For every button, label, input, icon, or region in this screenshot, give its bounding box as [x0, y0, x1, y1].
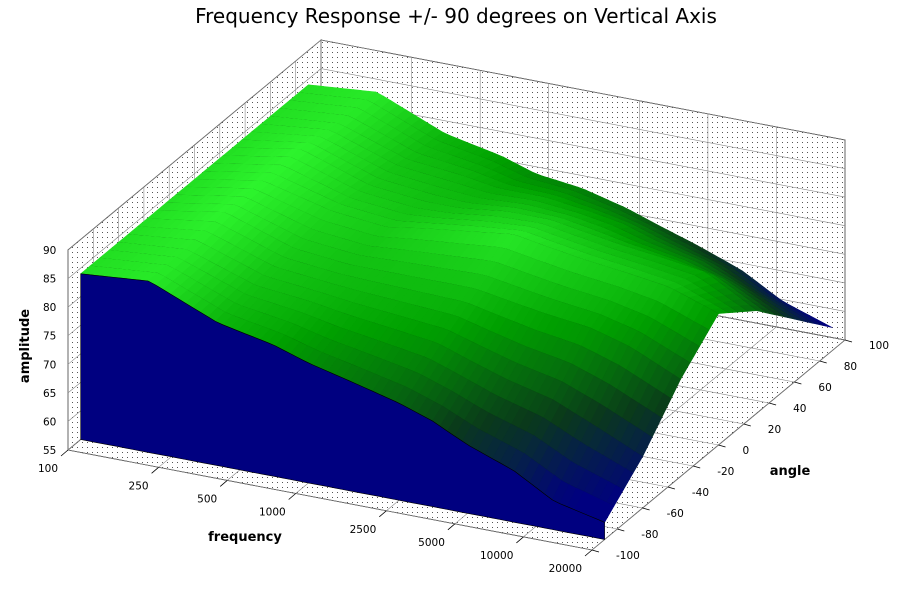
- angle-tick: [743, 423, 751, 427]
- amplitude-tick-label: 70: [43, 359, 56, 371]
- angle-tick: [617, 528, 625, 532]
- amplitude-tick-label: 75: [43, 331, 56, 343]
- frequency-tick: [516, 536, 524, 544]
- amplitude-tick-label: 90: [43, 245, 56, 257]
- angle-tick-label: -100: [616, 550, 640, 562]
- frequency-axis: 100 250 500 1000 2500 5000 10000 20000: [38, 449, 593, 575]
- frequency-tick-label: 5000: [418, 537, 445, 549]
- angle-tick: [794, 381, 802, 385]
- angle-tick-label: 40: [793, 403, 806, 415]
- amplitude-tick-label: 85: [43, 274, 56, 286]
- angle-tick-label: 20: [768, 424, 781, 436]
- response-surface: [79, 84, 833, 540]
- frequency-tick: [288, 493, 296, 500]
- amplitude-axis: 55 60 65 70 75 80 85 90: [43, 245, 56, 457]
- frequency-tick: [219, 480, 228, 487]
- angle-axis: -100-80 -60 -40 -20 0 20 40 60 80 100: [591, 339, 889, 562]
- frequency-tick-label: 250: [129, 480, 149, 492]
- frequency-tick: [379, 510, 387, 518]
- angle-tick-label: 0: [743, 445, 750, 457]
- angle-tick-label: 60: [818, 382, 831, 394]
- frequency-tick-label: 10000: [480, 550, 513, 562]
- frequency-tick: [60, 449, 69, 457]
- angle-tick: [718, 444, 726, 448]
- angle-axis-label: angle: [770, 464, 811, 479]
- frequency-tick-label: 1000: [259, 507, 286, 519]
- amplitude-tick-label: 55: [43, 445, 56, 457]
- chart-title: Frequency Response +/- 90 degrees on Ver…: [195, 4, 717, 28]
- angle-tick: [642, 507, 650, 511]
- amplitude-tick-label: 65: [43, 388, 56, 400]
- frequency-tick: [151, 466, 159, 474]
- angle-tick: [844, 339, 853, 343]
- frequency-tick-label: 100: [38, 463, 58, 475]
- frequency-tick-label: 2500: [350, 524, 377, 536]
- angle-tick-label: -20: [717, 466, 734, 478]
- angle-tick: [693, 465, 701, 469]
- angle-tick-label: -80: [641, 529, 658, 541]
- angle-tick: [768, 402, 777, 406]
- angle-tick-label: 80: [844, 361, 857, 373]
- frequency-axis-label: frequency: [208, 530, 282, 545]
- amplitude-tick-label: 60: [43, 416, 56, 428]
- angle-tick: [819, 360, 827, 364]
- amplitude-tick-label: 80: [43, 302, 56, 314]
- angle-tick-label: -60: [667, 508, 684, 520]
- angle-tick-label: 100: [869, 340, 889, 352]
- amplitude-axis-label: amplitude: [18, 309, 33, 383]
- angle-tick: [591, 549, 600, 553]
- angle-tick: [667, 486, 676, 490]
- frequency-tick: [584, 549, 593, 557]
- frequency-tick: [447, 523, 456, 531]
- frequency-tick-label: 20000: [549, 563, 582, 575]
- angle-tick-label: -40: [692, 487, 709, 499]
- front-face: [80, 273, 605, 540]
- frequency-tick-label: 500: [197, 493, 217, 505]
